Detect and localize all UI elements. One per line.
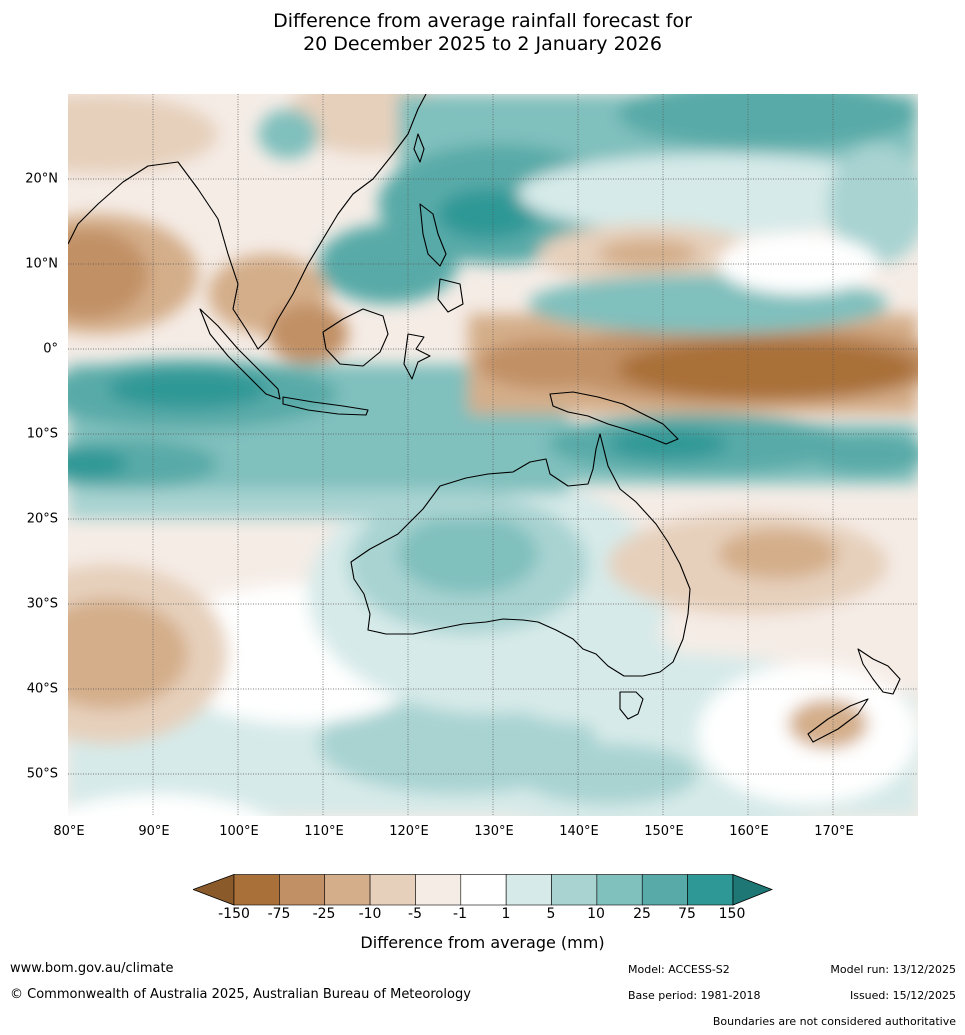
lon-label-90e: 90°E (138, 824, 170, 839)
colorbar-swatch (551, 874, 598, 906)
base-period-text: Base period: 1981-2018 (628, 989, 761, 1002)
map-canvas (68, 94, 918, 816)
colorbar-tick: 75 (678, 906, 696, 922)
colorbar-swatch (415, 874, 462, 906)
colorbar-tick: -1 (453, 906, 467, 922)
sumatra-outline (199, 308, 281, 400)
title-line-1: Difference from average rainfall forecas… (273, 10, 692, 32)
lon-label-120e: 120°E (389, 824, 429, 839)
taiwan-outline (413, 133, 425, 163)
issued-text: Issued: 15/12/2025 (849, 989, 956, 1002)
lon-label-100e: 100°E (219, 824, 259, 839)
colorbar-tick: -25 (312, 906, 336, 922)
website-link[interactable]: www.bom.gov.au/climate (10, 961, 174, 976)
lat-label-20s: 20°S (26, 511, 58, 527)
sulawesi-outline (403, 333, 431, 380)
colorbar-tick: 5 (546, 906, 556, 922)
colorbar-swatch (505, 874, 552, 906)
colorbar-extend-high (732, 873, 774, 906)
colorbar-tick: 10 (587, 906, 605, 922)
lat-label-20n: 20°N (25, 171, 58, 187)
colorbar-tick: -10 (358, 906, 382, 922)
lon-label-140e: 140°E (559, 824, 599, 839)
lat-label-10s: 10°S (26, 426, 58, 442)
java-outline (282, 396, 369, 416)
philippines-outline (419, 203, 464, 313)
colorbar-swatch (324, 874, 371, 906)
lon-label-150e: 150°E (644, 824, 684, 839)
lon-label-80e: 80°E (53, 824, 85, 839)
map-title: Difference from average rainfall forecas… (0, 10, 965, 56)
colorbar-tick: 25 (633, 906, 651, 922)
colorbar-swatch (687, 874, 734, 906)
model-text: Model: ACCESS-S2 (628, 963, 730, 976)
borneo-outline (322, 308, 389, 367)
lat-label-50s: 50°S (26, 766, 58, 782)
mainland-asia-outline (68, 94, 427, 350)
rainfall-map[interactable] (68, 94, 918, 816)
colorbar-swatch (596, 874, 643, 906)
coastlines (68, 94, 901, 743)
disclaimer-text: Boundaries are not considered authoritat… (712, 1015, 956, 1028)
copyright-text: © Commonwealth of Australia 2025, Austra… (10, 987, 471, 1002)
colorbar-swatch (369, 874, 416, 906)
new-zealand-outline (807, 648, 901, 743)
tasmania-outline (619, 691, 644, 720)
colorbar-tick: -5 (408, 906, 422, 922)
colorbar-swatch (233, 874, 280, 906)
lat-label-30s: 30°S (26, 596, 58, 612)
colorbar-swatches (191, 873, 774, 906)
grid-lines (68, 94, 918, 816)
colorbar-swatch (641, 874, 688, 906)
lon-label-170e: 170°E (814, 824, 854, 839)
model-run-text: Model run: 13/12/2025 (830, 963, 956, 976)
colorbar-title: Difference from average (mm) (360, 933, 605, 952)
colorbar-tick: 150 (718, 906, 746, 922)
colorbar-swatch (460, 874, 507, 906)
lat-label-10n: 10°N (25, 256, 58, 272)
lon-label-160e: 160°E (729, 824, 769, 839)
lat-label-40s: 40°S (26, 681, 58, 697)
lat-label-0: 0° (43, 341, 58, 357)
colorbar (191, 873, 774, 910)
title-line-2: 20 December 2025 to 2 January 2026 (303, 33, 662, 55)
new-guinea-outline (549, 391, 679, 445)
colorbar-tick: -150 (218, 906, 250, 922)
colorbar-extend-low (191, 873, 235, 906)
lon-label-130e: 130°E (474, 824, 514, 839)
colorbar-swatch (279, 874, 326, 906)
australia-outline (350, 433, 691, 677)
colorbar-tick: 1 (501, 906, 511, 922)
lon-label-110e: 110°E (304, 824, 344, 839)
colorbar-tick: -75 (267, 906, 291, 922)
